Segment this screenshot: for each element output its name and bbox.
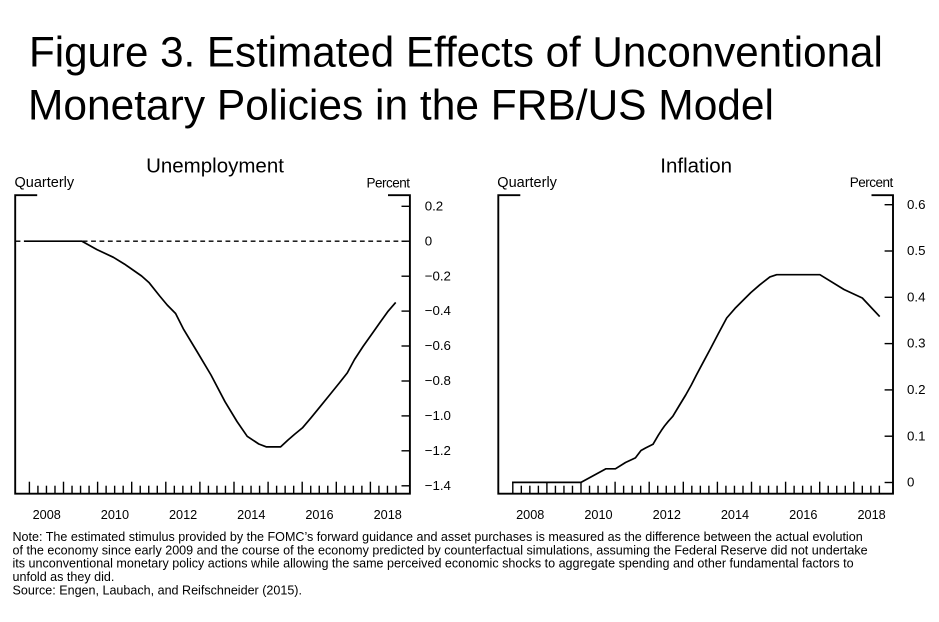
svg-text:Inflation: Inflation	[660, 154, 732, 177]
svg-text:0.2: 0.2	[425, 198, 444, 213]
svg-text:Quarterly: Quarterly	[15, 175, 75, 191]
svg-text:Figure 3. Estimated Effects of: Figure 3. Estimated Effects of Unconvent…	[29, 29, 883, 76]
svg-text:2012: 2012	[653, 508, 681, 522]
svg-text:−1.4: −1.4	[425, 478, 451, 493]
svg-text:Percent: Percent	[367, 175, 411, 190]
svg-text:2014: 2014	[237, 508, 265, 522]
svg-text:0.5: 0.5	[907, 243, 926, 258]
svg-text:2008: 2008	[516, 508, 544, 522]
svg-text:unfold as they did.: unfold as they did.	[13, 570, 115, 584]
svg-text:Source: Engen, Laubach, and Re: Source: Engen, Laubach, and Reifschneide…	[13, 584, 302, 598]
svg-text:2008: 2008	[33, 508, 61, 522]
svg-text:−1.2: −1.2	[425, 443, 451, 458]
svg-text:Note: The estimated stimulus p: Note: The estimated stimulus provided by…	[13, 530, 863, 544]
svg-text:−0.6: −0.6	[425, 338, 451, 353]
svg-text:Quarterly: Quarterly	[497, 175, 557, 191]
svg-text:0.2: 0.2	[907, 382, 926, 397]
svg-text:0: 0	[425, 233, 432, 248]
svg-text:2010: 2010	[101, 508, 129, 522]
svg-text:0: 0	[907, 475, 914, 490]
svg-text:2016: 2016	[305, 508, 333, 522]
svg-text:0.1: 0.1	[907, 428, 926, 443]
svg-text:its unconventional monetary po: its unconventional monetary policy actio…	[13, 557, 854, 571]
svg-text:0.4: 0.4	[907, 289, 926, 304]
svg-text:0.6: 0.6	[907, 197, 926, 212]
svg-text:2010: 2010	[584, 508, 612, 522]
svg-text:−0.8: −0.8	[425, 373, 451, 388]
svg-text:of the economy since early 200: of the economy since early 2009 and the …	[13, 543, 868, 557]
svg-text:2018: 2018	[374, 508, 402, 522]
svg-text:Unemployment: Unemployment	[146, 154, 284, 177]
svg-text:2016: 2016	[789, 508, 817, 522]
svg-text:−1.0: −1.0	[425, 408, 451, 423]
svg-text:−0.2: −0.2	[425, 268, 451, 283]
svg-text:0.3: 0.3	[907, 336, 926, 351]
svg-text:Percent: Percent	[850, 175, 894, 190]
svg-text:2018: 2018	[857, 508, 885, 522]
svg-text:Monetary Policies in the FRB/U: Monetary Policies in the FRB/US Model	[28, 81, 774, 128]
svg-text:2012: 2012	[169, 508, 197, 522]
svg-text:2014: 2014	[721, 508, 749, 522]
svg-text:−0.4: −0.4	[425, 303, 451, 318]
